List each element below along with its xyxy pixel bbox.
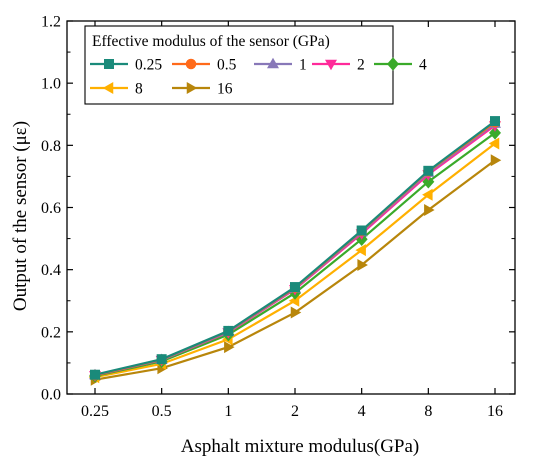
x-tick-label: 1 [224, 403, 232, 420]
series-line [94, 122, 496, 377]
legend-label: 2 [357, 57, 365, 74]
data-point [488, 137, 500, 150]
y-tick-label: 1.2 [41, 14, 61, 31]
legend-marker [104, 59, 114, 69]
legend-item-4: 4 [374, 57, 427, 74]
legend-label: 4 [419, 57, 427, 74]
legend-marker [185, 58, 197, 70]
legend-label: 1 [299, 57, 307, 74]
legend-item-16: 16 [172, 81, 233, 98]
data-point [423, 165, 434, 176]
y-tick-label: 0.4 [41, 262, 61, 279]
data-point [490, 154, 502, 167]
data-point [357, 259, 368, 272]
legend-label: 8 [135, 81, 143, 98]
legend: 0.25 0.5 1 2 4 8 16 [84, 25, 427, 105]
legend-marker [102, 82, 114, 94]
data-point [156, 354, 167, 365]
y-tick-label: 0.8 [41, 138, 61, 155]
data-point [223, 325, 234, 336]
data-point [489, 126, 501, 140]
data-point [90, 369, 100, 380]
x-tick-label: 4 [358, 403, 366, 420]
legend-marker [267, 57, 279, 69]
series-line [94, 159, 496, 381]
x-tick-label: 0.5 [152, 403, 172, 420]
legend-marker [186, 82, 198, 94]
legend-label: 0.5 [217, 57, 237, 74]
legend-item-1: 1 [254, 57, 307, 74]
series-line [94, 142, 496, 379]
y-tick-label: 1.0 [41, 76, 61, 93]
series-line [94, 120, 496, 376]
y-axis-title: Output of the sensor (με) [10, 121, 31, 311]
y-tick-label: 0.2 [41, 324, 61, 341]
data-point [424, 203, 435, 216]
y-tick-label: 0.6 [41, 200, 61, 217]
legend-item-2: 2 [312, 57, 365, 74]
y-tick-label: 0.0 [41, 387, 61, 404]
legend-label: 0.25 [135, 57, 162, 74]
x-tick-label: 8 [424, 403, 432, 420]
legend-item-0.25: 0.25 [90, 57, 162, 74]
series-1 [89, 117, 501, 380]
legend-item-8: 8 [90, 81, 143, 98]
x-tick-label: 2 [291, 403, 299, 420]
legend-label: 16 [217, 81, 233, 98]
x-tick-label: 16 [487, 403, 503, 420]
data-point [355, 244, 366, 257]
data-point [422, 188, 433, 201]
legend-marker [387, 57, 399, 71]
data-point [290, 282, 300, 293]
series-16 [90, 154, 502, 386]
data-point [224, 341, 235, 354]
series-2 [89, 121, 501, 382]
data-point [356, 225, 367, 236]
x-axis-title: Asphalt mixture modulus(GPa) [181, 436, 420, 457]
x-tick-label: 0.25 [81, 403, 109, 420]
legend-title: Effective modulus of the sensor (GPa) [92, 33, 330, 50]
legend-item-0.5: 0.5 [172, 57, 237, 74]
data-point [490, 116, 500, 127]
series-line [94, 124, 496, 377]
series-0.25 [90, 116, 500, 380]
legend-marker [325, 59, 337, 71]
series-line [94, 121, 496, 377]
series-0.5 [89, 117, 501, 381]
data-point [290, 306, 302, 319]
